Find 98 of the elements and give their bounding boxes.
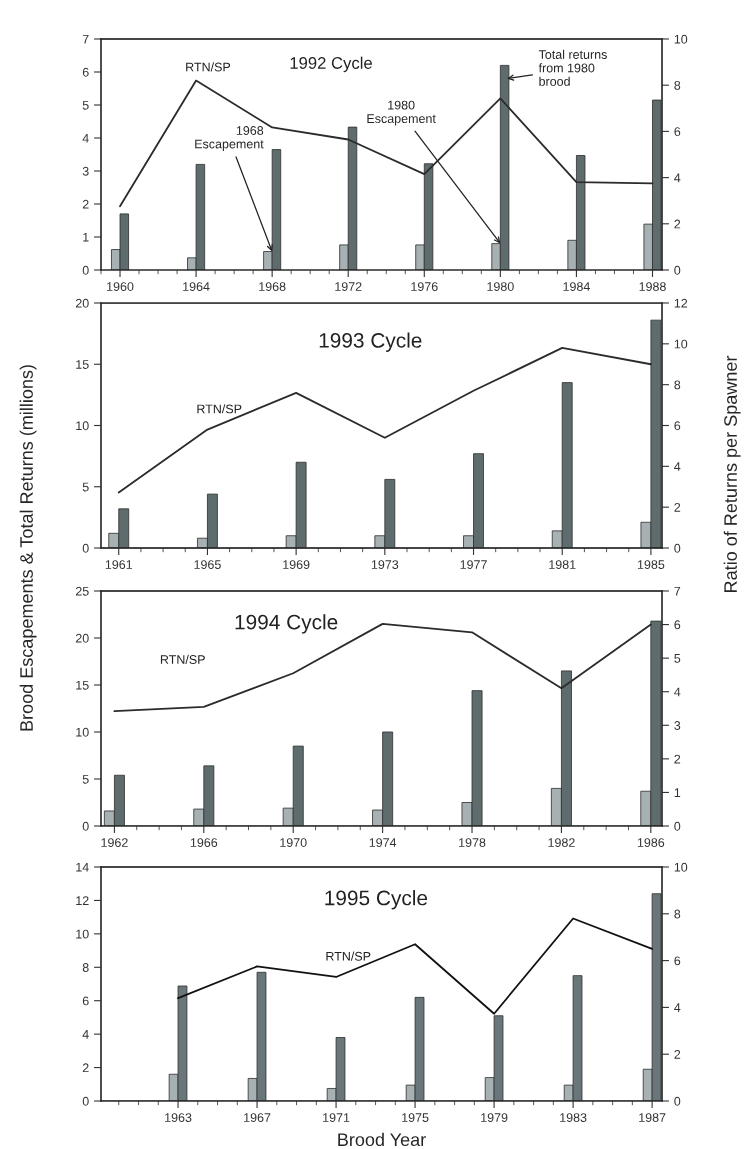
x-tick-label: 1965	[194, 560, 221, 569]
y2-tick-label: 12	[674, 298, 688, 308]
y2-tick-label: 2	[674, 502, 681, 512]
text: 1994 Cycle	[235, 614, 338, 634]
x-tick-label: 1973	[371, 560, 399, 569]
x-tick-label: 1982	[548, 838, 575, 847]
x-tick-label: 1981	[549, 560, 576, 569]
x-tick-label: 1967	[244, 1113, 271, 1122]
y2-tick-label: 1	[674, 788, 681, 797]
y2-tick-label: 0	[674, 265, 681, 275]
y-tick-label: 10	[76, 727, 89, 737]
y-tick-label: 10	[76, 929, 89, 939]
y-tick-label: 2	[82, 1063, 89, 1073]
x-tick-label: 1971	[323, 1113, 350, 1122]
y-tick-label: 0	[82, 543, 89, 553]
y2-tick-label: 0	[674, 543, 681, 553]
y2-tick-label: 10	[674, 34, 688, 44]
x-axis-title: Brood Year	[338, 1132, 426, 1147]
y2-tick-label: 7	[674, 586, 681, 596]
x-tick-label: 1984	[563, 282, 590, 291]
y-tick-label: 1	[83, 232, 89, 242]
y-tick-label: 6	[82, 67, 89, 77]
y2-tick-label: 3	[674, 721, 681, 730]
y2-tick-label: 4	[674, 687, 681, 697]
y-tick-label: 25	[75, 586, 89, 596]
x-tick-label: 1970	[280, 838, 307, 847]
x-tick-label: 1977	[460, 560, 487, 569]
y2-tick-label: 4	[674, 1003, 681, 1012]
series-label: RTN/SP	[326, 951, 371, 961]
x-tick-label: 1962	[101, 838, 128, 847]
y2-tick-label: 0	[674, 821, 681, 831]
y2-tick-label: 10	[674, 862, 688, 872]
x-tick-label: 1968	[259, 282, 286, 291]
y-tick-label: 4	[82, 1030, 89, 1039]
y-tick-label: 7	[82, 34, 89, 44]
y-tick-label: 0	[82, 821, 89, 831]
y-tick-label: 15	[76, 360, 89, 369]
annotation: Total returns from 1980 brood	[538, 49, 607, 86]
y2-tick-label: 6	[674, 956, 681, 966]
series-label: RTN/SP	[186, 62, 231, 72]
x-tick-label: 1980	[487, 282, 514, 291]
y2-tick-label: 5	[674, 654, 681, 663]
y2-tick-label: 8	[674, 380, 681, 390]
y2-tick-label: 8	[674, 81, 681, 90]
y-tick-label: 0	[82, 1096, 89, 1106]
text: 1993 Cycle	[319, 332, 422, 352]
x-tick-label: 1961	[105, 560, 133, 569]
y2-tick-label: 0	[674, 1096, 681, 1106]
y-tick-label: 3	[82, 166, 89, 176]
x-tick-label: 1972	[335, 282, 362, 291]
y2-tick-label: 8	[674, 909, 681, 919]
y-axis-title: Brood Escapements & Total Returns (millions)	[19, 365, 37, 731]
y2-tick-label: 4	[674, 462, 681, 471]
x-tick-label: 1978	[459, 838, 486, 847]
y-tick-label: 8	[82, 963, 89, 972]
y-tick-label: 15	[76, 680, 89, 690]
text: 1995 Cycle	[325, 890, 428, 910]
y2-tick-label: 2	[674, 1050, 681, 1059]
y-tick-label: 2	[82, 199, 89, 209]
y2-tick-label: 6	[674, 620, 681, 630]
text: 1992 Cycle	[290, 56, 372, 73]
x-tick-label: 1960	[107, 282, 134, 291]
y2-axis-title: Ratio of Returns per Spawner	[723, 355, 741, 592]
y2-tick-label: 4	[674, 173, 681, 183]
y-tick-label: 20	[75, 298, 89, 308]
line-series	[177, 917, 654, 1015]
x-tick-label: 1969	[283, 560, 310, 569]
x-tick-label: 1964	[183, 282, 210, 291]
y-tick-label: 14	[76, 862, 89, 872]
y-tick-label: 5	[82, 482, 89, 492]
series-label: RTN/SP	[197, 404, 242, 414]
y-tick-label: 0	[82, 265, 89, 275]
x-tick-label: 1976	[411, 282, 438, 291]
x-tick-label: 1979	[481, 1113, 508, 1122]
y-tick-label: 6	[82, 996, 89, 1006]
text: RTN/SP	[160, 654, 205, 664]
y2-tick-label: 6	[674, 421, 681, 431]
y2-tick-label: 2	[674, 219, 681, 229]
y-tick-label: 12	[76, 896, 89, 905]
x-tick-label: 1983	[560, 1113, 587, 1122]
y2-tick-label: 2	[674, 754, 681, 764]
x-tick-label: 1974	[369, 838, 397, 847]
y-tick-label: 5	[82, 774, 89, 784]
x-tick-label: 1986	[637, 838, 665, 847]
y-tick-label: 4	[82, 133, 89, 143]
x-tick-label: 1985	[637, 560, 665, 569]
y-tick-label: 10	[76, 421, 89, 431]
y-tick-label: 5	[82, 100, 89, 110]
annotation: 1968 Escapement	[195, 126, 264, 151]
x-tick-label: 1988	[639, 282, 666, 291]
y2-tick-label: 6	[674, 127, 681, 137]
x-tick-label: 1987	[639, 1113, 666, 1122]
y2-tick-label: 10	[674, 339, 688, 349]
annotation: 1980 Escapement	[367, 100, 436, 126]
y-tick-label: 20	[75, 633, 89, 643]
x-tick-label: 1963	[165, 1113, 192, 1122]
x-tick-label: 1966	[190, 838, 218, 847]
x-tick-label: 1975	[402, 1113, 429, 1122]
